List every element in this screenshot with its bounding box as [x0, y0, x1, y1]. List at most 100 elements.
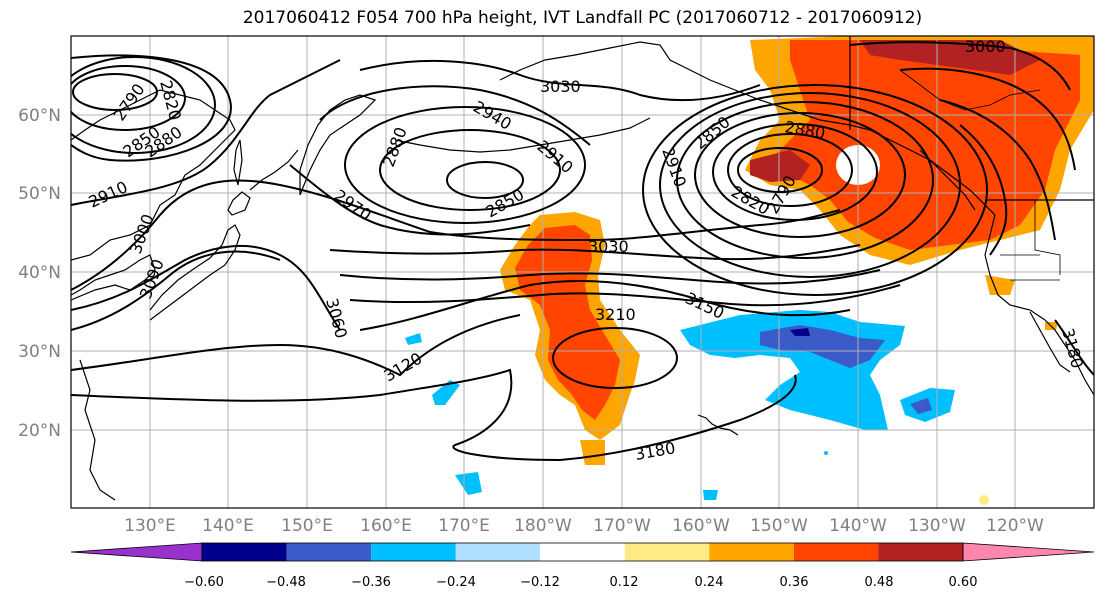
- contour-2820-east: [727, 133, 853, 207]
- border-states: [1000, 200, 1061, 281]
- coast-canada-interior: [899, 69, 1041, 111]
- contour-2790-west: [72, 73, 158, 111]
- map-panel: 2790 2820 2850 2880 2910 3000 3090 3060 …: [71, 36, 1094, 508]
- lat-label-30n: 30°N: [18, 342, 61, 362]
- colorbar-tick-label: −0.36: [351, 575, 391, 590]
- contour-ne-2: [899, 67, 1076, 171]
- contour-2910-east: [676, 101, 934, 259]
- lon-label: 170°E: [438, 516, 490, 536]
- coast-hokkaido: [227, 191, 251, 216]
- lat-label-50n: 50°N: [18, 184, 61, 204]
- contour-zonal-4: [349, 284, 901, 307]
- contour-3030-north: [359, 59, 761, 102]
- ivt-shade-east-deep: [910, 398, 932, 414]
- latitude-labels: 60°N 50°N 40°N 30°N 20°N: [18, 106, 61, 441]
- coast-korea-china: [71, 254, 156, 301]
- contour-2850-east: [712, 123, 878, 221]
- colorbar-extend-high: [962, 542, 1095, 562]
- lon-label: 150°W: [750, 516, 808, 536]
- contour-2880-east: [694, 112, 906, 238]
- ivt-negative-shading: [405, 310, 955, 500]
- ivt-shade-blob-1: [432, 380, 460, 405]
- contour-2940-east: [659, 92, 961, 278]
- contour-2910-west: [71, 59, 341, 206]
- colorbar-tick-label: −0.60: [184, 575, 224, 590]
- coast-kamchatka: [299, 94, 377, 196]
- contour-2880-west: [71, 54, 232, 162]
- colorbar-swatch: [540, 543, 625, 561]
- colorbar-swatch: [286, 543, 372, 561]
- colorbar-tick-label: 0.24: [695, 575, 724, 590]
- colorbar-swatch: [624, 543, 710, 561]
- lon-label: 140°W: [829, 516, 887, 536]
- colorbar-tick-label: 0.48: [865, 575, 894, 590]
- coastlines: [71, 36, 1094, 501]
- colorbar-tick-label: 0.60: [949, 575, 978, 590]
- ivt-shade-northeast-core: [860, 40, 1040, 75]
- height-contours: [71, 41, 1094, 462]
- lon-label: 130°E: [124, 516, 176, 536]
- contour-2850-central: [446, 161, 524, 199]
- colorbar-tick-label: −0.24: [436, 575, 476, 590]
- contour-3210: [552, 327, 678, 389]
- colorbar-swatch: [793, 543, 879, 561]
- contour-3000-northeast: [849, 41, 1071, 91]
- contour-ne-4: [959, 124, 1008, 256]
- lat-label-60n: 60°N: [18, 106, 61, 126]
- map-frame: [70, 35, 1095, 509]
- colorbar-tick-label: −0.12: [520, 575, 560, 590]
- lon-label: 130°W: [908, 516, 966, 536]
- colorbar-extend-low: [70, 542, 203, 562]
- ivt-shade-northeast-core2: [750, 150, 810, 182]
- colorbar-swatch: [202, 543, 287, 561]
- colorbar-swatch: [709, 543, 794, 561]
- contour-2820-west: [71, 65, 186, 131]
- contour-label: 3000: [965, 37, 1006, 56]
- contour-2970-east: [642, 84, 988, 296]
- contour-2940: [319, 85, 591, 146]
- contour-3180-east: [1054, 319, 1094, 376]
- lon-label: 160°W: [672, 516, 730, 536]
- longitude-labels: 130°E 140°E 150°E 160°E 170°E 180°W 170°…: [124, 516, 1044, 536]
- coast-east-asia: [71, 89, 236, 261]
- ivt-shade-subtropical-deep: [760, 325, 885, 368]
- coast-hawaii: [697, 414, 739, 436]
- colorbar-tick-label: 0.36: [780, 575, 809, 590]
- ivt-shade-blob-2: [455, 472, 482, 495]
- lon-label: 170°W: [593, 516, 651, 536]
- contour-label: 3210: [595, 305, 636, 324]
- lon-label: 120°W: [986, 516, 1044, 536]
- contour-3000: [71, 179, 431, 291]
- coast-taiwan-philippines: [79, 359, 116, 501]
- ivt-shade-small-1: [580, 440, 605, 465]
- contour-zonal-3: [339, 269, 881, 285]
- colorbar-swatch: [455, 543, 541, 561]
- contour-label: 3030: [540, 77, 581, 96]
- colorbar-tick-label: 0.12: [610, 575, 639, 590]
- ivt-shade-northeast-high: [770, 40, 1080, 250]
- colorbar-swatch: [371, 543, 456, 561]
- lat-label-40n: 40°N: [18, 263, 61, 283]
- contour-3060: [71, 245, 341, 331]
- lon-label: 140°E: [202, 516, 254, 536]
- ivt-shade-blob-3: [405, 333, 422, 345]
- map-title: 2017060412 F054 700 hPa height, IVT Land…: [242, 8, 923, 28]
- contour-3090: [71, 250, 281, 331]
- contour-ne-3: [939, 99, 1056, 241]
- coast-kuril: [249, 149, 299, 191]
- contour-3180-outer: [71, 368, 797, 462]
- contour-label: 3030: [588, 237, 629, 256]
- contour-2880-central: [379, 129, 561, 211]
- contour-3120: [71, 314, 521, 377]
- contour-3150: [359, 279, 851, 331]
- colorbar: −0.60 −0.48 −0.36 −0.24 −0.12 0.12 0.24 0.36 0.4…: [70, 542, 1095, 590]
- lat-label-20n: 20°N: [18, 421, 61, 441]
- coast-bc-islands: [919, 149, 976, 211]
- lon-label: 150°E: [281, 516, 333, 536]
- contour-2910-central: [344, 106, 586, 224]
- lon-label: 180°W: [514, 516, 572, 536]
- coast-japan: [149, 224, 241, 321]
- contour-2850-west: [71, 56, 216, 154]
- coast-north-america: [984, 214, 1094, 396]
